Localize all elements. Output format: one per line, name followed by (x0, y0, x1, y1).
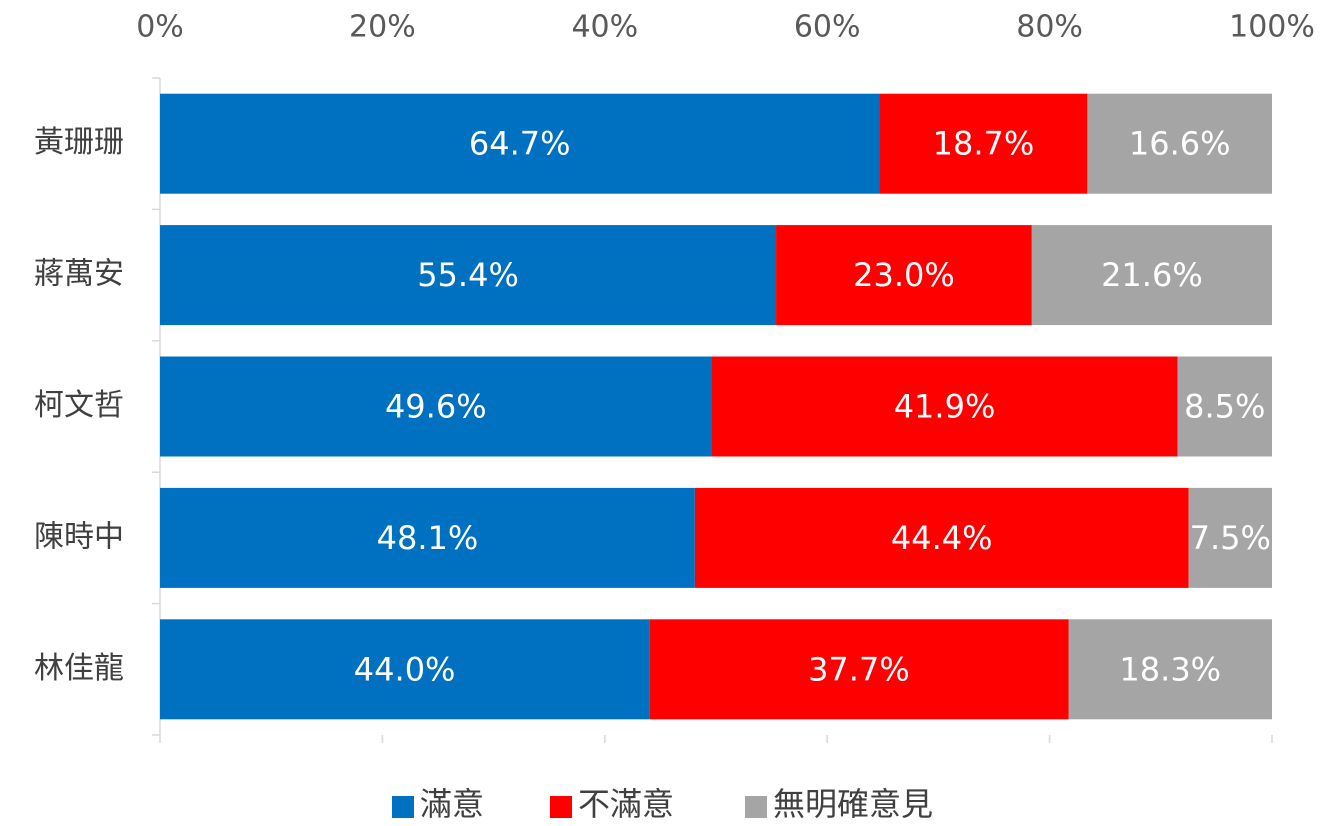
category-label: 陳時中 (34, 519, 124, 554)
category-label: 柯文哲 (34, 388, 124, 423)
value-label: 44.4% (891, 519, 993, 557)
bar-segment (160, 487, 695, 588)
x-tick-label: 20% (349, 10, 416, 45)
value-label: 7.5% (1190, 519, 1271, 557)
bar-segment (711, 356, 1178, 457)
bar-segment (1087, 93, 1272, 194)
value-label: 8.5% (1184, 388, 1265, 426)
value-label: 21.6% (1101, 256, 1203, 294)
bar-segment (1031, 225, 1272, 326)
bar-segment (160, 356, 712, 457)
legend-swatch (392, 796, 414, 818)
value-label: 16.6% (1129, 125, 1231, 163)
legend-label: 滿意 (420, 785, 484, 823)
value-label: 48.1% (377, 519, 479, 557)
category-label: 黃珊珊 (34, 125, 124, 160)
bar-segment (160, 93, 880, 194)
legend-label: 不滿意 (578, 785, 674, 823)
legend-label: 無明確意見 (773, 785, 933, 823)
bar-segment (649, 619, 1069, 720)
value-label: 23.0% (853, 256, 955, 294)
category-label: 蔣萬安 (34, 257, 124, 292)
value-label: 41.9% (894, 388, 996, 426)
bar-segment (1068, 619, 1272, 720)
legend-swatch (550, 796, 572, 818)
x-tick-label: 80% (1016, 10, 1083, 45)
bar-segment (1177, 356, 1272, 457)
value-label: 18.3% (1119, 650, 1221, 688)
value-label: 64.7% (469, 125, 571, 163)
bar-segment (776, 225, 1032, 326)
bar-segment (879, 93, 1088, 194)
x-tick-label: 40% (571, 10, 638, 45)
x-tick-label: 60% (794, 10, 861, 45)
bar-segment (160, 619, 650, 720)
x-tick-label: 0% (136, 10, 184, 45)
value-label: 55.4% (417, 256, 519, 294)
x-tick-label: 100% (1229, 10, 1315, 45)
bar-segment (694, 487, 1189, 588)
value-label: 49.6% (385, 388, 487, 426)
bar-segment (160, 225, 777, 326)
value-label: 37.7% (808, 650, 910, 688)
bar-segment (1188, 487, 1272, 588)
category-label: 林佳龍 (34, 651, 124, 686)
value-label: 44.0% (354, 650, 456, 688)
legend-swatch (745, 796, 767, 818)
value-label: 18.7% (933, 125, 1035, 163)
